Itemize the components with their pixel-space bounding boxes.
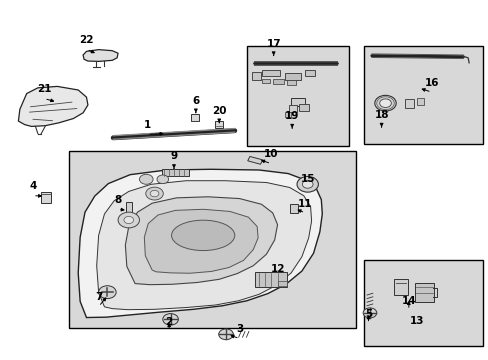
Bar xyxy=(215,121,223,128)
Bar xyxy=(416,98,423,105)
Bar xyxy=(247,157,262,164)
Text: 20: 20 xyxy=(211,106,226,116)
Polygon shape xyxy=(83,50,118,62)
Text: 16: 16 xyxy=(424,78,438,88)
Bar xyxy=(190,114,199,121)
Bar xyxy=(262,78,270,83)
Text: 21: 21 xyxy=(37,84,51,94)
Bar xyxy=(162,169,188,176)
Bar xyxy=(285,112,291,117)
Circle shape xyxy=(374,95,395,111)
Text: 22: 22 xyxy=(79,35,94,45)
Text: 14: 14 xyxy=(401,296,415,306)
Text: 3: 3 xyxy=(236,324,243,334)
Text: 13: 13 xyxy=(409,316,424,326)
Bar xyxy=(289,204,297,213)
Polygon shape xyxy=(125,197,277,285)
Bar xyxy=(286,80,295,85)
Text: 12: 12 xyxy=(271,264,285,274)
Text: 2: 2 xyxy=(165,317,172,327)
Circle shape xyxy=(363,308,376,318)
Text: 17: 17 xyxy=(266,39,281,49)
Circle shape xyxy=(302,180,312,188)
Text: 4: 4 xyxy=(29,181,37,192)
Bar xyxy=(363,46,482,144)
Bar xyxy=(255,272,286,287)
Bar xyxy=(273,79,284,84)
Polygon shape xyxy=(144,209,258,273)
Circle shape xyxy=(218,329,233,340)
Circle shape xyxy=(118,212,139,228)
Bar xyxy=(289,105,296,112)
Bar xyxy=(414,283,433,302)
Bar xyxy=(125,202,132,219)
Circle shape xyxy=(99,286,116,298)
Text: 9: 9 xyxy=(170,152,177,161)
Text: 10: 10 xyxy=(264,149,278,159)
Bar xyxy=(393,279,407,295)
Text: 19: 19 xyxy=(285,111,299,121)
Circle shape xyxy=(150,190,159,197)
Text: 5: 5 xyxy=(364,309,371,319)
Text: 1: 1 xyxy=(143,120,151,130)
Bar xyxy=(252,72,261,80)
Text: 15: 15 xyxy=(300,174,314,184)
Text: 8: 8 xyxy=(114,195,122,205)
Bar xyxy=(278,282,286,286)
Text: 11: 11 xyxy=(297,199,312,208)
Text: 7: 7 xyxy=(95,292,102,302)
Bar xyxy=(41,192,51,203)
Bar xyxy=(405,99,413,108)
Circle shape xyxy=(123,216,133,224)
Circle shape xyxy=(163,314,178,325)
Circle shape xyxy=(145,187,163,200)
Bar xyxy=(262,69,280,76)
Bar xyxy=(285,73,300,80)
Ellipse shape xyxy=(171,220,234,251)
Text: 6: 6 xyxy=(192,96,199,106)
Bar xyxy=(246,46,348,146)
Text: 18: 18 xyxy=(374,110,388,120)
Bar xyxy=(69,152,356,328)
Circle shape xyxy=(296,176,318,192)
Circle shape xyxy=(139,174,153,184)
Circle shape xyxy=(157,175,168,184)
Polygon shape xyxy=(78,169,322,318)
Bar xyxy=(290,98,304,107)
Bar xyxy=(304,70,315,76)
Polygon shape xyxy=(97,181,311,310)
Circle shape xyxy=(379,99,390,108)
Polygon shape xyxy=(19,86,88,126)
Bar xyxy=(298,104,308,111)
Bar xyxy=(363,260,482,346)
